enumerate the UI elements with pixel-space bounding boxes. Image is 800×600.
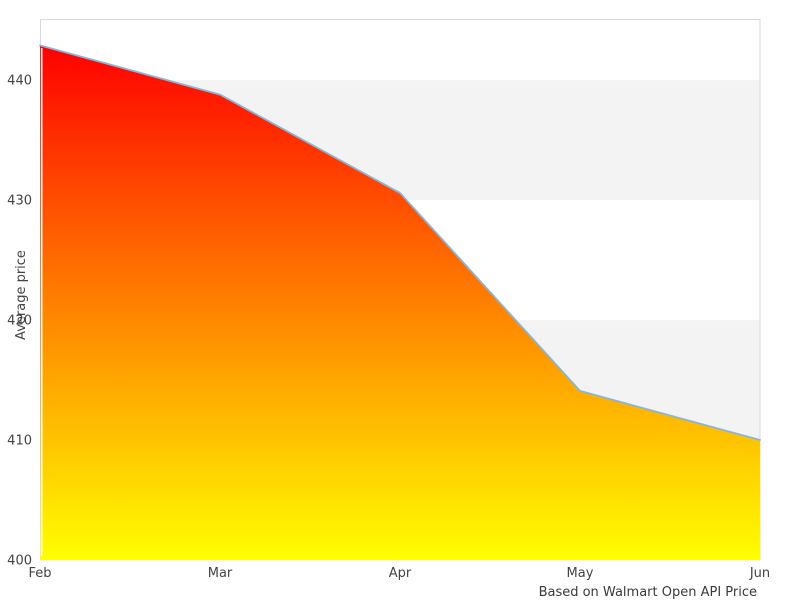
y-axis-ticks: 400 410 420 430 440 (7, 74, 32, 569)
x-tick-label: Feb (28, 566, 51, 581)
y-tick-label: 420 (7, 314, 32, 329)
x-tick-label: Mar (208, 566, 233, 581)
chart-caption: Based on Walmart Open API Price (539, 585, 757, 600)
y-tick-label: 430 (7, 194, 32, 209)
y-tick-label: 410 (7, 434, 32, 449)
x-tick-label: May (567, 566, 594, 581)
x-tick-label: Jun (749, 566, 770, 581)
y-tick-label: 400 (7, 554, 32, 569)
x-axis-ticks: Feb Mar Apr May Jun (28, 566, 770, 581)
x-tick-label: Apr (389, 566, 412, 581)
series-line (39, 44, 761, 441)
y-axis-title: Average price (14, 250, 29, 340)
y-tick-label: 440 (7, 74, 32, 89)
area-series[interactable] (40, 45, 760, 560)
